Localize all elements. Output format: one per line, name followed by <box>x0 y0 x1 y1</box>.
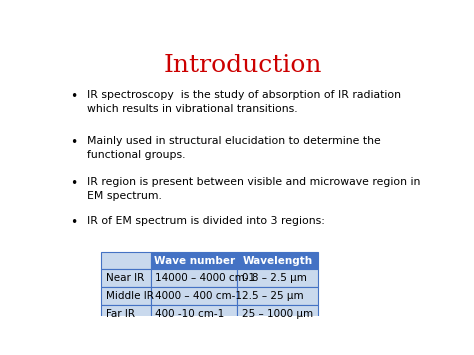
Bar <box>237 287 318 305</box>
Text: Near IR: Near IR <box>106 273 144 283</box>
Text: Middle IR: Middle IR <box>106 291 154 301</box>
Text: Far IR: Far IR <box>106 309 135 319</box>
Bar <box>151 287 237 305</box>
Text: IR region is present between visible and microwave region in
EM spectrum.: IR region is present between visible and… <box>87 176 420 201</box>
Bar <box>237 305 318 323</box>
Bar <box>151 269 237 287</box>
Bar <box>101 252 151 269</box>
Text: 2.5 – 25 μm: 2.5 – 25 μm <box>242 291 303 301</box>
Text: 400 -10 cm-1: 400 -10 cm-1 <box>155 309 225 319</box>
Bar <box>151 305 237 323</box>
Text: •: • <box>70 176 78 190</box>
Bar <box>101 305 151 323</box>
Text: •: • <box>70 216 78 229</box>
Text: Wave number: Wave number <box>154 256 235 266</box>
Text: 25 – 1000 μm: 25 – 1000 μm <box>242 309 313 319</box>
Text: 14000 – 4000 cm-1: 14000 – 4000 cm-1 <box>155 273 255 283</box>
Text: IR spectroscopy  is the study of absorption of IR radiation
which results in vib: IR spectroscopy is the study of absorpti… <box>87 91 401 114</box>
Text: •: • <box>70 136 78 148</box>
Text: Mainly used in structural elucidation to determine the
functional groups.: Mainly used in structural elucidation to… <box>87 136 381 159</box>
Text: 0.8 – 2.5 μm: 0.8 – 2.5 μm <box>242 273 307 283</box>
Bar <box>237 252 318 269</box>
Bar <box>101 269 151 287</box>
Text: 4000 – 400 cm-1: 4000 – 400 cm-1 <box>155 291 243 301</box>
Text: Wavelength: Wavelength <box>243 256 313 266</box>
Text: IR of EM spectrum is divided into 3 regions:: IR of EM spectrum is divided into 3 regi… <box>87 216 325 226</box>
Text: •: • <box>70 91 78 103</box>
Bar <box>101 287 151 305</box>
Bar <box>151 252 237 269</box>
Bar <box>237 269 318 287</box>
Text: Introduction: Introduction <box>164 54 322 77</box>
